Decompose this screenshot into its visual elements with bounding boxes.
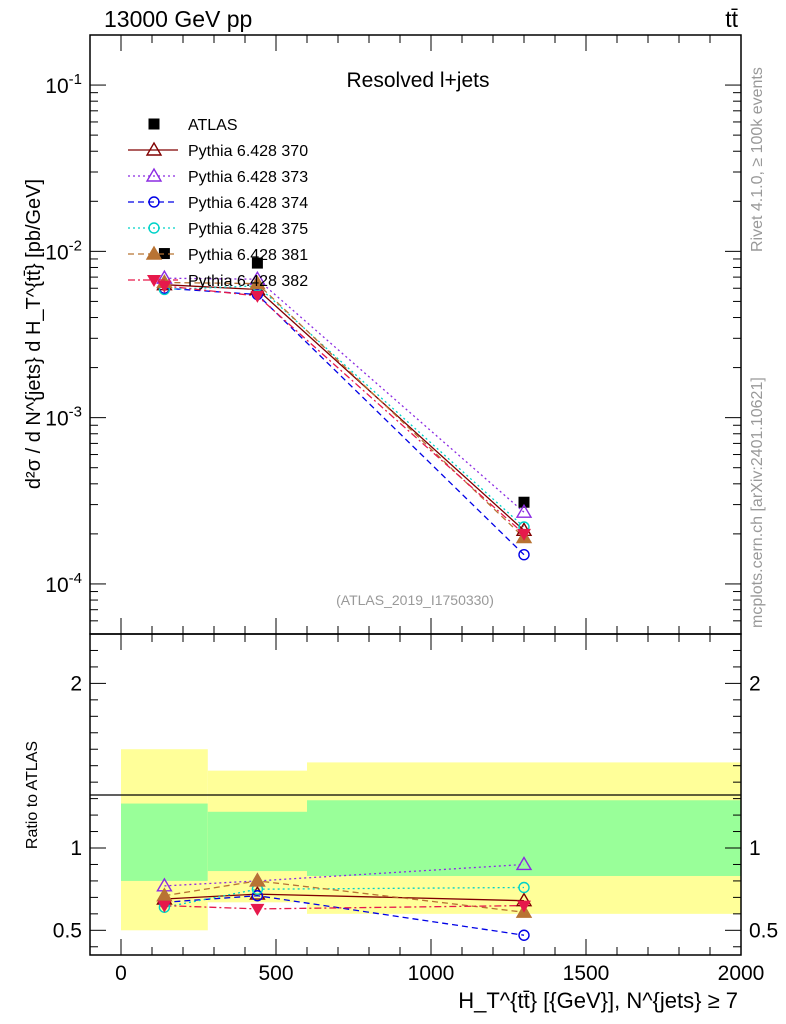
main-y-tick-label: 10-1 — [45, 71, 82, 98]
legend-label-p374: Pythia 6.428 374 — [188, 195, 308, 212]
main-y-axis-label: d²σ / d N^{jets} d H_T^{tt̄} [pb/GeV] — [23, 179, 45, 489]
series-line-p381 — [164, 281, 525, 539]
ratio-y-tick-label-right: 1 — [749, 837, 761, 860]
ratio-axis-ticks: 0.5 0.5 1 1 2 2 0 500 1000 1500 2000 — [53, 634, 778, 985]
ratio-line-p374 — [164, 895, 525, 936]
series-line-p382 — [164, 285, 525, 535]
ratio-band-inner — [307, 800, 741, 876]
process-label: tt̄ — [725, 6, 738, 32]
legend-marker-p373 — [145, 167, 163, 182]
data-point-atlas — [158, 248, 170, 260]
ratio-point-p381 — [249, 872, 266, 887]
ratio-band-inner — [121, 803, 208, 881]
legend-marker-p382 — [147, 275, 161, 287]
ratio-series-markers — [156, 856, 533, 941]
legend-label-p381: Pythia 6.428 381 — [188, 247, 308, 264]
analysis-label: (ATLAS_2019_I1750330) — [336, 592, 494, 608]
ratio-y-tick-label: 0.5 — [53, 919, 82, 942]
data-point-p373 — [515, 503, 533, 518]
legend-marker-atlas — [148, 118, 160, 130]
main-series-lines — [164, 277, 525, 556]
rivet-label: Rivet 4.1.0, ≥ 100k events — [749, 67, 766, 252]
main-y-tick-label: 10-3 — [45, 404, 82, 431]
legend-label-atlas: ATLAS — [188, 117, 238, 134]
ratio-line-p375 — [164, 886, 525, 908]
ratio-line-p373 — [164, 863, 525, 887]
x-axis-label: H_T^{tt̄} [{GeV}], N^{jets} ≥ 7 — [458, 988, 738, 1013]
ratio-y-tick-label-right: 2 — [749, 672, 761, 695]
main-series-markers — [156, 248, 533, 561]
series-line-p375 — [164, 285, 525, 528]
data-point-p382 — [517, 528, 531, 541]
ratio-point-p382 — [157, 900, 172, 913]
series-line-p373 — [164, 277, 525, 513]
data-point-p382 — [157, 280, 172, 293]
legend-label-p382: Pythia 6.428 382 — [188, 273, 308, 290]
data-point-p381 — [249, 275, 266, 290]
ratio-point-p375 — [518, 881, 530, 894]
series-line-p374 — [164, 287, 525, 556]
ratio-point-p382 — [517, 900, 531, 913]
ratio-point-p374 — [518, 929, 530, 941]
ratio-plot-frame — [89, 633, 742, 956]
series-line-p370 — [164, 284, 525, 531]
main-y-tick-label: 10-2 — [45, 237, 82, 264]
x-tick-label: 500 — [258, 962, 293, 985]
legend-marker-p375 — [148, 222, 160, 234]
data-point-p382 — [250, 290, 265, 303]
ratio-point-p374 — [251, 890, 264, 902]
main-title: Resolved l+jets — [347, 69, 490, 92]
main-y-tick-label: 10-4 — [45, 570, 82, 597]
mcplots-label: mcplots.cern.ch [arXiv:2401.10621] — [749, 377, 766, 628]
ratio-uncertainty-bands — [121, 749, 741, 931]
ratio-y-tick-label: 2 — [70, 672, 82, 695]
legend-marker-p381 — [145, 245, 163, 260]
ratio-y-tick-label-right: 0.5 — [749, 919, 778, 942]
ratio-y-tick-label: 1 — [70, 837, 82, 860]
ratio-y-axis-label: Ratio to ATLAS — [24, 741, 41, 849]
data-point-p374 — [518, 548, 530, 561]
data-point-atlas — [518, 496, 530, 508]
legend: ATLAS Pythia 6.428 370 Pythia 6.428 373 Pyt… — [128, 117, 308, 290]
ratio-point-p373 — [515, 856, 533, 871]
x-tick-label: 1000 — [408, 962, 455, 985]
legend-label-p370: Pythia 6.428 370 — [188, 143, 308, 160]
legend-marker-p370 — [145, 141, 163, 156]
legend-label-p375: Pythia 6.428 375 — [188, 221, 308, 238]
x-tick-label: 1500 — [563, 962, 610, 985]
legend-marker-p374 — [148, 196, 160, 208]
ratio-point-p382 — [250, 903, 265, 916]
ratio-band-inner — [207, 811, 307, 872]
data-point-atlas — [251, 257, 263, 269]
energy-label: 13000 GeV pp — [104, 6, 252, 32]
x-tick-label: 2000 — [718, 962, 765, 985]
legend-label-p373: Pythia 6.428 373 — [188, 169, 308, 186]
x-tick-label: 0 — [115, 962, 127, 985]
